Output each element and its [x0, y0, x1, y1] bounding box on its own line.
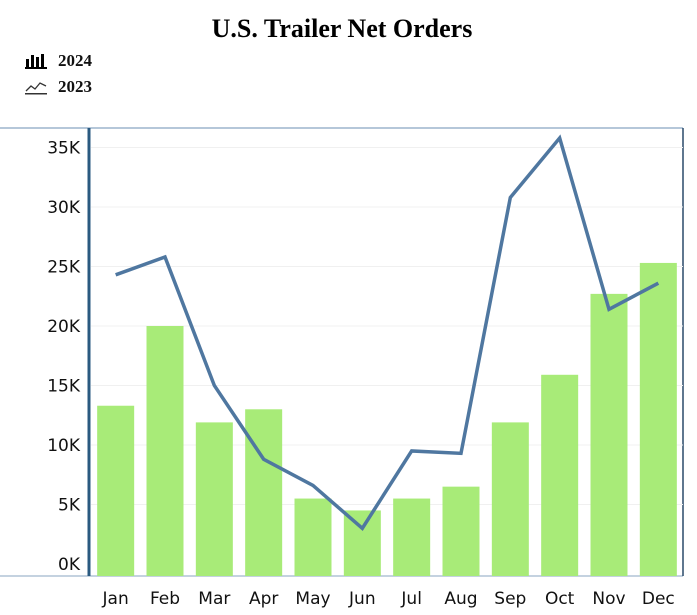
bar-2024-nov[interactable] — [590, 293, 628, 576]
line-2023[interactable] — [115, 134, 660, 531]
y-tick-label: 10K — [47, 436, 81, 456]
x-tick-label: Oct — [545, 589, 575, 609]
x-tick-label: Jul — [400, 589, 422, 609]
x-tick-label: Jun — [348, 589, 376, 609]
bar-2024-jul[interactable] — [393, 498, 431, 576]
x-tick-label: Aug — [444, 589, 477, 609]
legend: 2024 2023 — [24, 48, 92, 100]
bar-chart-icon — [25, 54, 47, 69]
x-tick-label: Jan — [102, 589, 129, 609]
y-tick-label: 15K — [47, 377, 81, 397]
y-tick-label: 5K — [58, 496, 81, 516]
bar-2024-sep[interactable] — [491, 422, 529, 576]
chart-title: U.S. Trailer Net Orders — [211, 14, 473, 43]
bar-2024-dec[interactable] — [639, 262, 677, 576]
bar-2024-may[interactable] — [294, 498, 332, 576]
bar-2024-aug[interactable] — [442, 486, 480, 576]
bar-2024-apr[interactable] — [245, 409, 283, 576]
x-tick-label: Mar — [198, 589, 230, 609]
legend-item-2024[interactable]: 2024 — [24, 48, 92, 74]
y-tick-label: 35K — [47, 139, 81, 159]
x-tick-label: Apr — [249, 589, 278, 609]
y-tick-label: 25K — [47, 258, 81, 278]
x-tick-label: May — [295, 589, 330, 609]
bar-2024-oct[interactable] — [541, 374, 579, 576]
x-tick-label: Nov — [592, 589, 625, 609]
y-tick-label: 20K — [47, 317, 81, 337]
y-tick-label: 30K — [47, 198, 81, 218]
legend-item-2023[interactable]: 2023 — [24, 74, 92, 100]
legend-label-2024: 2024 — [58, 51, 92, 70]
bar-2024-jun[interactable] — [343, 510, 381, 576]
bar-2024-feb[interactable] — [146, 326, 184, 576]
x-tick-label: Feb — [150, 589, 180, 609]
legend-label-2023: 2023 — [58, 77, 92, 96]
line-chart-icon — [25, 82, 47, 95]
bar-2024-jan[interactable] — [97, 405, 135, 576]
bar-2024-mar[interactable] — [195, 422, 233, 576]
x-tick-label: Sep — [494, 589, 526, 609]
y-tick-label: 0K — [58, 555, 81, 575]
x-tick-label: Dec — [642, 589, 675, 609]
